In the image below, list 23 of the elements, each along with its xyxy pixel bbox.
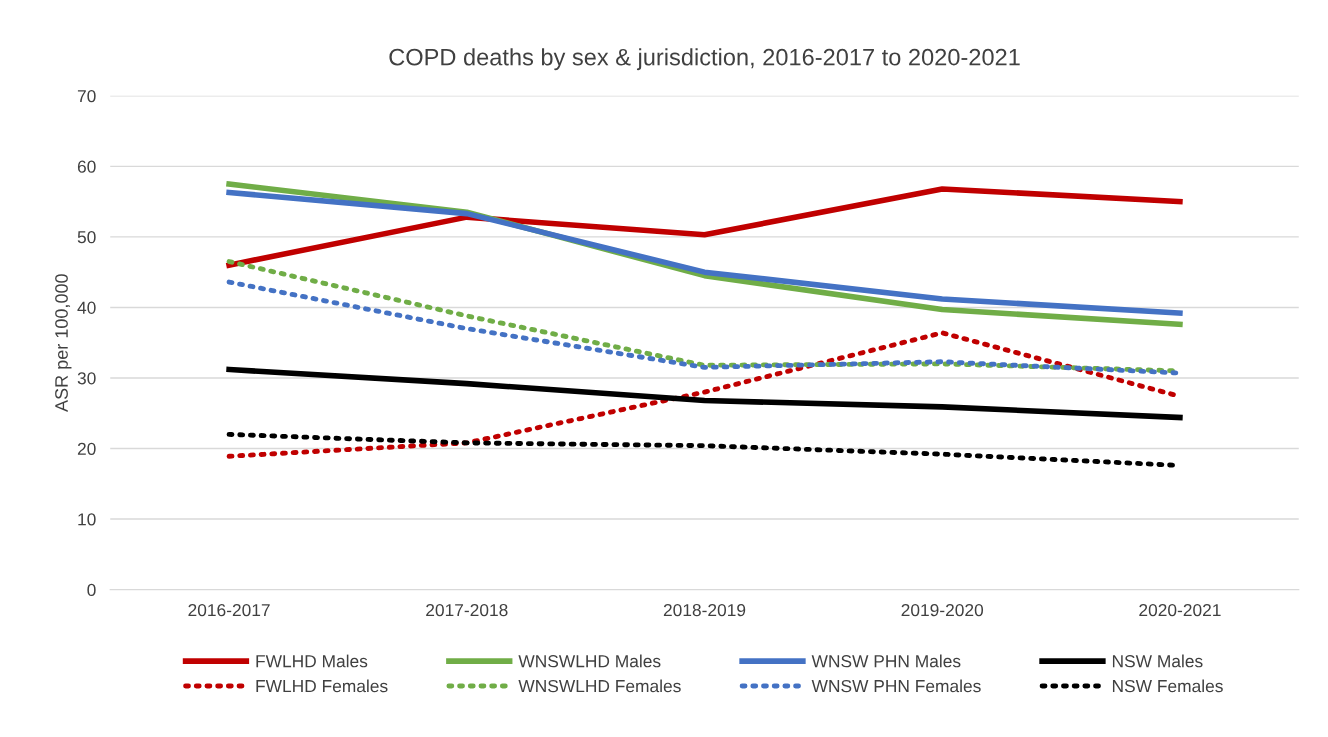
x-tick-label: 2017-2018	[426, 603, 508, 617]
y-tick-label: 60	[77, 160, 96, 173]
y-tick-label: 50	[77, 231, 96, 244]
y-tick-label: 70	[77, 89, 96, 103]
x-tick-label: 2020-2021	[1139, 603, 1221, 617]
y-axis-title: ASR per 100,000	[55, 274, 72, 412]
legend-label: WNSW PHN Males	[811, 654, 961, 668]
y-tick-label: 0	[87, 583, 96, 597]
legend-label: FWLHD Females	[256, 679, 388, 693]
legend-label: NSW Females	[1112, 679, 1223, 693]
chart-title: COPD deaths by sex & jurisdiction, 2016-2017 to 2020-2021	[389, 48, 1020, 71]
legend-label: WNSWLHD Females	[518, 679, 681, 693]
legend-label: NSW Males	[1112, 654, 1203, 668]
legend-label: WNSW PHN Females	[811, 679, 981, 693]
y-tick-label: 40	[77, 301, 96, 314]
legend-label: FWLHD Males	[256, 654, 368, 668]
x-tick-label: 2019-2020	[901, 603, 984, 617]
y-tick-label: 20	[77, 442, 96, 455]
x-tick-label: 2018-2019	[663, 603, 746, 617]
y-tick-label: 10	[78, 513, 96, 526]
y-tick-label: 30	[77, 372, 96, 385]
x-tick-label: 2016-2017	[188, 603, 270, 617]
legend-label: WNSWLHD Males	[518, 654, 661, 668]
